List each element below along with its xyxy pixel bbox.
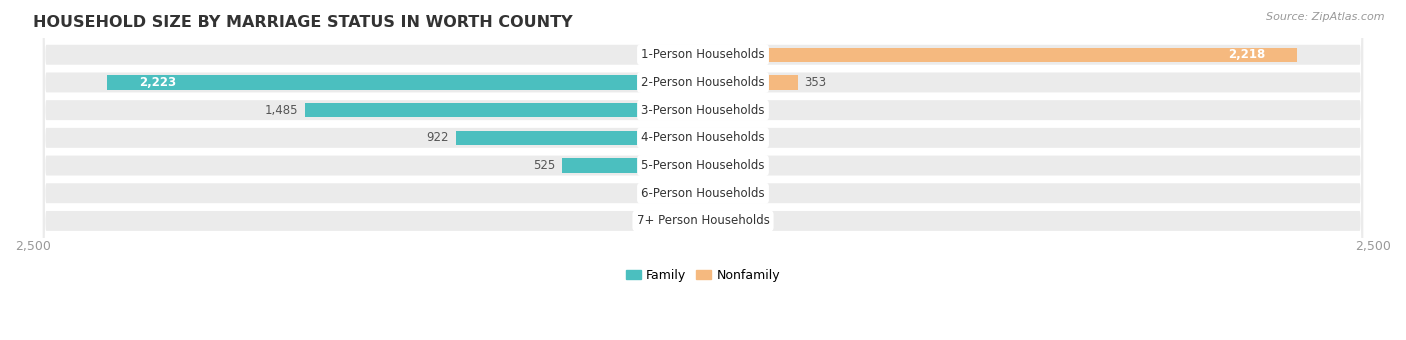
Text: 32: 32 xyxy=(718,104,733,117)
FancyBboxPatch shape xyxy=(44,0,1362,340)
Text: 1,485: 1,485 xyxy=(264,104,298,117)
Text: 0: 0 xyxy=(742,159,749,172)
Bar xyxy=(703,103,711,117)
Bar xyxy=(703,214,735,228)
FancyBboxPatch shape xyxy=(44,0,1362,340)
FancyBboxPatch shape xyxy=(44,0,1362,340)
Bar xyxy=(703,158,735,173)
Text: 922: 922 xyxy=(426,131,449,144)
FancyBboxPatch shape xyxy=(44,0,1362,340)
Text: 2-Person Households: 2-Person Households xyxy=(641,76,765,89)
Bar xyxy=(456,131,703,145)
Bar xyxy=(305,103,703,117)
Text: 7+ Person Households: 7+ Person Households xyxy=(637,215,769,227)
Text: 4-Person Households: 4-Person Households xyxy=(641,131,765,144)
Bar xyxy=(703,48,1298,62)
Text: Source: ZipAtlas.com: Source: ZipAtlas.com xyxy=(1267,12,1385,22)
Bar xyxy=(562,158,703,173)
Text: 2,223: 2,223 xyxy=(139,76,177,89)
Text: HOUSEHOLD SIZE BY MARRIAGE STATUS IN WORTH COUNTY: HOUSEHOLD SIZE BY MARRIAGE STATUS IN WOR… xyxy=(32,15,572,30)
Text: 1-Person Households: 1-Person Households xyxy=(641,48,765,61)
Bar xyxy=(689,214,703,228)
Bar xyxy=(703,75,797,90)
FancyBboxPatch shape xyxy=(44,0,1362,340)
Text: 5-Person Households: 5-Person Households xyxy=(641,159,765,172)
Bar xyxy=(107,75,703,90)
Text: 353: 353 xyxy=(804,76,827,89)
Text: 6-Person Households: 6-Person Households xyxy=(641,187,765,200)
Bar xyxy=(681,186,703,200)
Text: 525: 525 xyxy=(533,159,555,172)
Text: 2,218: 2,218 xyxy=(1227,48,1265,61)
FancyBboxPatch shape xyxy=(44,0,1362,340)
Text: 0: 0 xyxy=(742,187,749,200)
Text: 84: 84 xyxy=(659,187,673,200)
FancyBboxPatch shape xyxy=(44,0,1362,340)
Text: 54: 54 xyxy=(666,215,682,227)
Bar xyxy=(703,186,735,200)
Text: 3-Person Households: 3-Person Households xyxy=(641,104,765,117)
Text: 0: 0 xyxy=(742,215,749,227)
Bar xyxy=(703,131,735,145)
Text: 0: 0 xyxy=(742,131,749,144)
Legend: Family, Nonfamily: Family, Nonfamily xyxy=(621,264,785,287)
